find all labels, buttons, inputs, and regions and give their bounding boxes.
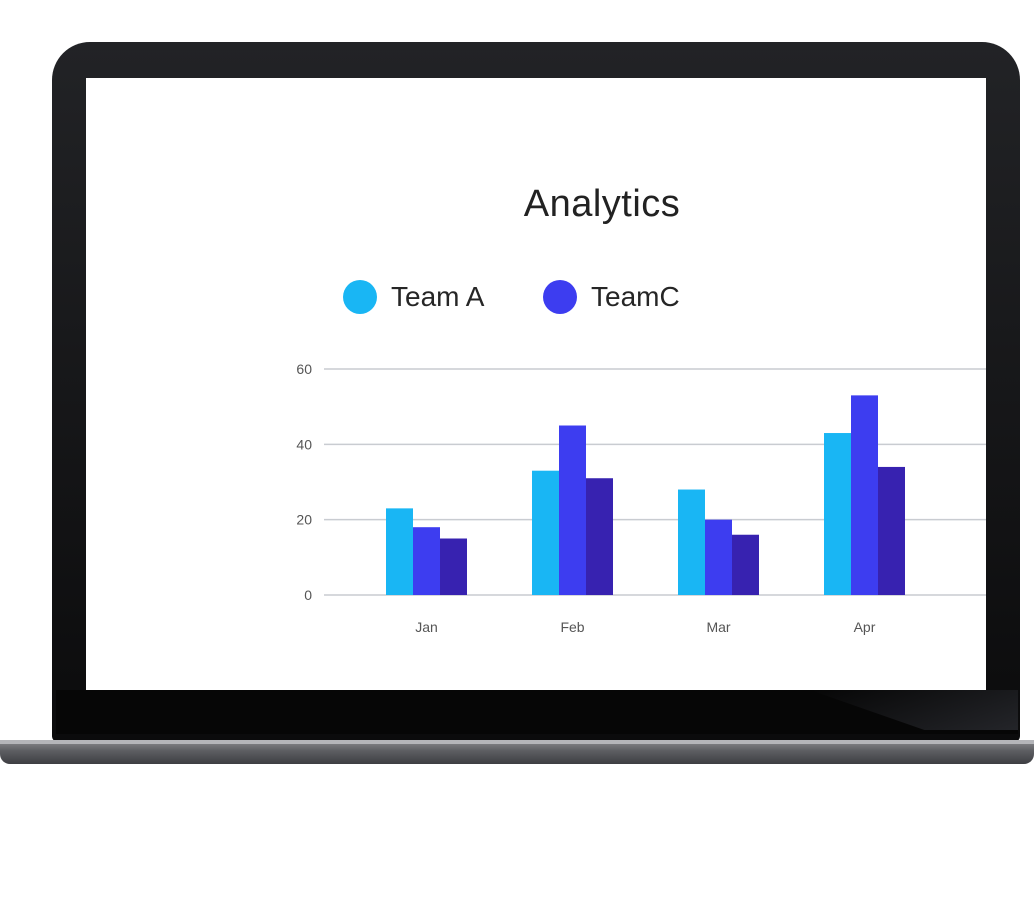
x-tick-label-feb: Feb (560, 619, 584, 635)
bar-apr-series-1 (824, 433, 851, 595)
legend-item-team-a: Team A (343, 278, 484, 316)
bar-jan-series-2 (413, 527, 440, 595)
laptop-base-edge (0, 740, 1034, 744)
bar-feb-series-1 (532, 470, 559, 595)
bar-jan-series-1 (386, 508, 413, 595)
bar-feb-series-2 (559, 425, 586, 595)
bar-jan-series-3 (440, 538, 467, 595)
bar-mar-series-3 (732, 534, 759, 595)
bar-mar-series-1 (678, 489, 705, 595)
x-tick-label-mar: Mar (706, 619, 730, 635)
bar-feb-series-3 (586, 478, 613, 595)
y-tick-label-60: 60 (296, 361, 312, 377)
x-tick-label-apr: Apr (854, 619, 876, 635)
laptop-base (0, 740, 1034, 764)
bar-apr-series-3 (878, 466, 905, 595)
y-tick-label-0: 0 (304, 587, 312, 603)
legend-label-team-c: TeamC (591, 281, 680, 312)
bar-apr-series-2 (851, 395, 878, 595)
legend-label-team-a: Team A (391, 281, 485, 312)
bar-mar-series-2 (705, 519, 732, 595)
legend-swatch-team-a (343, 280, 377, 314)
x-tick-label-jan: Jan (415, 619, 438, 635)
y-tick-label-40: 40 (296, 436, 312, 452)
chart-title: Analytics (523, 183, 681, 225)
y-tick-label-20: 20 (296, 512, 312, 528)
legend-item-team-c: TeamC (543, 278, 680, 316)
legend-swatch-team-c (543, 280, 577, 314)
